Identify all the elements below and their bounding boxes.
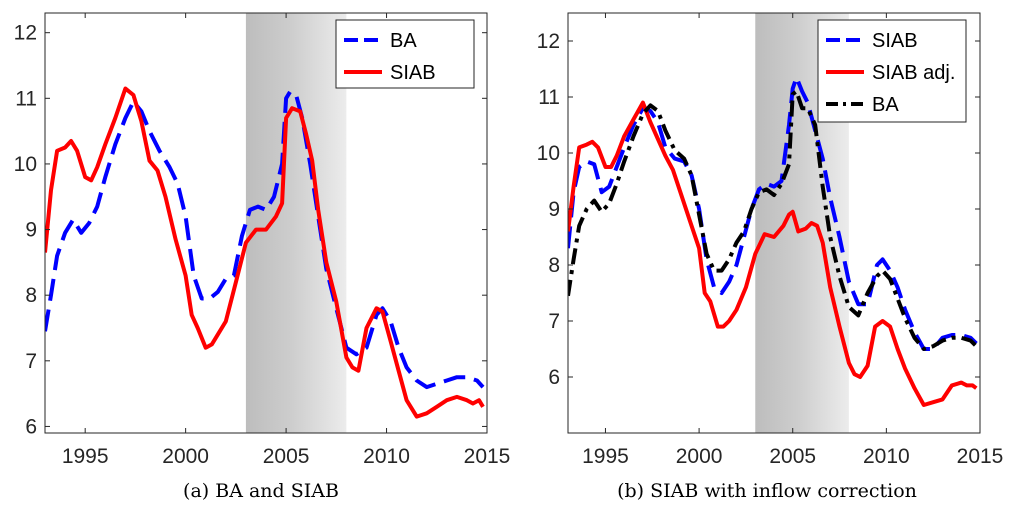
panel-b-y-tick-label: 6 <box>548 366 560 389</box>
panel-b-legend-label: BA <box>872 94 899 116</box>
panel-b-legend-label: SIAB adj. <box>872 62 955 84</box>
panel-a-y-tick-label: 7 <box>25 350 37 373</box>
caption-panel-b: (b) SIAB with inflow correction <box>617 480 917 502</box>
panel-b-y-tick-label: 7 <box>548 310 560 333</box>
panel-b-x-tick-label: 2005 <box>769 445 816 468</box>
panel-a-series-ba-line <box>45 89 485 390</box>
panel-b-legend-label: SIAB <box>872 30 918 52</box>
panel-b-y-tick-label: 10 <box>537 142 560 165</box>
panel-b-y-tick-label: 12 <box>537 30 560 53</box>
panel-a-y-tick-label: 6 <box>25 415 37 438</box>
panel-a-x-tick-label: 2010 <box>363 445 410 468</box>
panel-a-axes-frame <box>44 12 488 434</box>
panel-a-y-tick-label: 10 <box>14 153 37 176</box>
panel-a-legend-label: BA <box>390 30 417 52</box>
panel-a-y-tick-label: 8 <box>25 284 37 307</box>
panel-b: 1995 2000 2005 2010 2015 6 7 8 9 10 11 12 SIAB SIAB a… <box>537 12 1004 468</box>
panel-a-x-tick-label: 2015 <box>464 445 511 468</box>
panel-a-y-tick-label: 11 <box>15 87 37 110</box>
panel-a-y-tick-label: 12 <box>14 22 37 45</box>
panel-b-series-siab-adj-line <box>568 100 978 407</box>
panel-b-y-tick-label: 8 <box>548 254 560 277</box>
panel-b-y-tick-label: 9 <box>548 198 560 221</box>
panel-b-x-tick-label: 2015 <box>957 445 1004 468</box>
panel-b-x-tick-label: 1995 <box>582 445 629 468</box>
panel-b-x-tick-label: 2010 <box>863 445 910 468</box>
panel-a-legend-box <box>335 19 475 89</box>
panel-a-x-tick-label: 2000 <box>162 445 209 468</box>
panel-b-y-tick-label: 11 <box>538 86 560 109</box>
panel-a-legend-label: SIAB <box>390 62 436 84</box>
panel-b-legend: SIAB SIAB adj. BA <box>817 19 967 123</box>
panel-b-axes-frame <box>567 12 981 434</box>
panel-a-shaded-region <box>245 13 347 433</box>
panel-a-series-siab-line <box>45 86 485 419</box>
panel-b-x-tick-label: 2000 <box>676 445 723 468</box>
panel-a-x-tick-label: 1995 <box>62 445 109 468</box>
panel-b-series-ba-line <box>568 89 978 351</box>
panel-a: 1995 2000 2005 2010 2015 6 7 8 9 10 11 12 BA SIAB <box>14 12 511 468</box>
panel-a-legend: BA SIAB <box>335 19 475 89</box>
panel-a-x-tick-label: 2005 <box>263 445 310 468</box>
panel-a-y-tick-label: 9 <box>25 219 37 242</box>
caption-panel-a: (a) BA and SIAB <box>183 480 339 502</box>
panel-b-series-siab-line <box>568 75 978 351</box>
